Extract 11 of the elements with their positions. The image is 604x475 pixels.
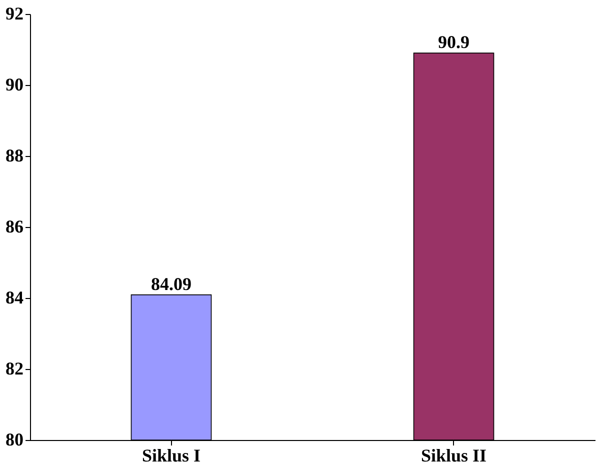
y-tick-label: 82 — [6, 358, 24, 378]
data-label: 90.9 — [438, 32, 470, 52]
y-tick-label: 86 — [6, 216, 24, 236]
y-tick-label: 88 — [6, 146, 24, 166]
y-tick-label: 80 — [6, 430, 24, 450]
y-tick-label: 90 — [6, 74, 24, 94]
y-tick-label: 84 — [6, 288, 24, 308]
x-tick-label: Siklus I — [142, 446, 201, 466]
x-tick-label: Siklus II — [420, 446, 487, 466]
data-label: 84.09 — [151, 274, 192, 294]
y-tick-label: 92 — [6, 4, 24, 24]
